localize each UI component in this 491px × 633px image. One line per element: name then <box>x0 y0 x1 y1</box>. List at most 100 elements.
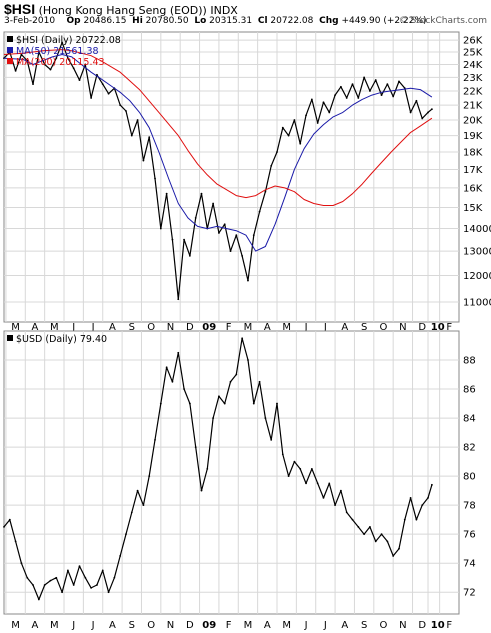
x-tick-label: A <box>109 322 116 333</box>
data-point <box>200 489 203 492</box>
x-tick-label: M <box>50 620 59 631</box>
x-tick-label: M <box>244 620 253 631</box>
data-point <box>165 192 168 195</box>
data-point <box>252 234 255 237</box>
close-value: 20722.08 <box>270 16 314 26</box>
data-point <box>339 85 342 88</box>
data-point <box>276 402 278 405</box>
y-tick-label: 74 <box>463 559 476 570</box>
data-point <box>26 576 29 579</box>
data-point <box>66 57 69 60</box>
quote-date: 3-Feb-2010 <box>4 16 56 26</box>
y-tick-label: 25K <box>463 48 483 59</box>
index-name: (Hong Kong Hang Seng (EOD)) <box>38 4 207 17</box>
data-point <box>430 108 433 111</box>
x-tick-label: J <box>71 322 75 333</box>
data-point <box>409 496 412 499</box>
y-tick-label: 88 <box>463 356 476 367</box>
data-point <box>101 83 104 86</box>
x-tick-label: M <box>244 322 253 333</box>
x-tick-label: J <box>304 620 308 631</box>
high-value: 20780.50 <box>145 16 189 26</box>
chart-title: $HSI (Hong Kong Hang Seng (EOD)) INDX <box>4 1 238 17</box>
low-value: 20315.31 <box>209 16 253 26</box>
x-tick-label: N <box>399 620 406 631</box>
data-point <box>78 565 81 568</box>
data-point <box>270 164 273 167</box>
y-tick-label: 19K <box>463 131 483 142</box>
data-point <box>72 67 75 70</box>
x-tick-label: D <box>418 322 426 333</box>
data-point <box>148 475 151 478</box>
x-tick-label: J <box>71 620 75 631</box>
data-point <box>427 111 429 114</box>
data-point <box>177 298 180 301</box>
data-point <box>427 496 429 499</box>
data-point <box>49 68 52 71</box>
legend-entry: $HSI (Daily) 20722.08 <box>16 35 121 46</box>
data-point <box>293 119 296 121</box>
data-point <box>247 359 249 361</box>
data-point <box>229 380 232 383</box>
data-point <box>107 591 110 594</box>
open-value: 20486.15 <box>83 16 127 26</box>
data-point <box>84 63 87 66</box>
data-point <box>212 202 215 205</box>
y-tick-label: 13000 <box>463 247 491 258</box>
data-point <box>363 533 366 536</box>
data-point <box>171 380 174 383</box>
x-tick-label: A <box>32 620 39 631</box>
data-point <box>293 460 296 463</box>
legend-entry: MA(50) 21561.38 <box>16 46 99 57</box>
chart-header: $HSI (Hong Kong Hang Seng (EOD)) INDX 3-… <box>0 0 491 30</box>
x-tick-label: A <box>341 620 348 631</box>
data-point <box>8 518 11 521</box>
data-point <box>14 540 17 543</box>
data-point <box>305 482 307 485</box>
legend-entry: MA(200) 20115.43 <box>16 57 105 68</box>
x-tick-label: O <box>380 620 388 631</box>
y-tick-label: 84 <box>463 414 476 425</box>
data-point <box>223 223 226 226</box>
data-point <box>194 216 197 219</box>
x-tick-label: O <box>147 620 155 631</box>
y-tick-label: 82 <box>463 443 476 454</box>
data-point <box>281 126 284 129</box>
data-point <box>90 97 93 99</box>
x-tick-label: 10 <box>431 620 445 631</box>
data-point <box>316 122 319 124</box>
x-tick-label: F <box>226 620 232 631</box>
data-point <box>258 380 261 383</box>
data-point <box>380 533 383 536</box>
x-tick-label: O <box>147 322 155 333</box>
data-point <box>84 576 87 579</box>
data-point <box>421 117 424 120</box>
x-tick-label: 10 <box>431 322 445 333</box>
y-tick-label: 26K <box>463 36 483 47</box>
data-point <box>101 569 104 572</box>
data-point <box>357 526 360 528</box>
data-point <box>96 584 98 586</box>
data-point <box>125 110 127 112</box>
data-point <box>183 238 185 241</box>
data-point <box>154 438 156 441</box>
y-tick-label: 16K <box>463 183 483 194</box>
data-point <box>130 511 133 514</box>
data-point <box>119 104 122 107</box>
x-tick-label: S <box>129 322 135 333</box>
data-point <box>398 547 400 550</box>
change-label: Chg <box>319 16 339 26</box>
data-point <box>305 114 307 117</box>
data-point <box>125 533 127 536</box>
y-tick-label: 12000 <box>463 271 491 282</box>
data-point <box>20 53 23 56</box>
x-tick-label: D <box>418 620 426 631</box>
y-tick-label: 22K <box>463 86 483 97</box>
x-tick-label: S <box>361 620 367 631</box>
open-label: Op <box>66 16 81 26</box>
x-tick-label: F <box>226 322 232 333</box>
legend-swatch <box>7 47 13 53</box>
data-point <box>363 76 366 79</box>
data-point <box>421 504 424 507</box>
